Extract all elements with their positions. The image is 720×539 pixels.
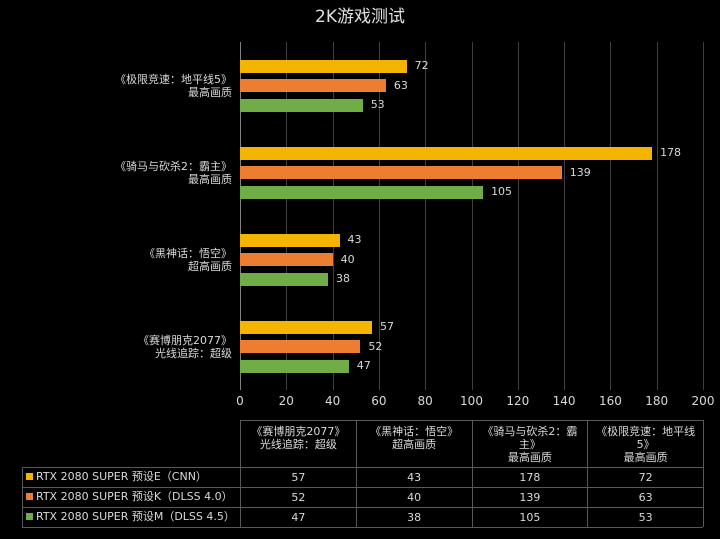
value-label: 52 [368,339,383,353]
table-header: 《骑马与砍杀2：霸主》 最高画质 [471,420,588,467]
value-label: 53 [370,98,385,111]
bar [240,185,484,199]
x-tick-label: 20 [278,394,294,408]
grid-line [517,42,519,390]
bar [240,359,349,373]
table-header: 《黑神话：悟空》 超高画质 [355,420,472,467]
bar [240,340,361,353]
table-cell: 63 [587,487,703,507]
value-label: 63 [393,78,408,92]
grid-line [564,42,566,390]
table-cell: 57 [240,467,356,487]
value-label: 40 [340,252,355,266]
table-cell: 105 [471,507,588,527]
table-cell: 40 [355,487,472,507]
y-tick-label: 《黑神话：悟空》 超高画质 [144,246,232,273]
bar [240,98,363,112]
grid-line [656,42,658,390]
x-tick-label: 80 [417,394,433,408]
bar [240,146,653,160]
chart-title: 2K游戏测试 [315,7,405,27]
legend-swatch [26,473,33,480]
table-legend-cell [22,467,240,487]
grid-line [286,42,288,390]
x-tick-label: 100 [460,394,483,408]
bar [240,59,407,73]
y-axis-line [240,42,241,390]
x-tick-label: 140 [552,394,576,408]
grid-line [378,42,380,390]
y-tick-label: 《极限竞速：地平线5》 最高画质 [115,72,232,99]
bar [240,233,340,247]
value-label: 178 [660,146,682,159]
x-tick-label: 60 [371,394,387,408]
legend-label: RTX 2080 SUPER 预设M（DLSS 4.5） [36,510,235,523]
x-tick-label: 40 [324,394,341,408]
table-cell: 52 [240,487,356,507]
bar [240,253,333,266]
bar [240,79,386,92]
table-header: 《赛博朋克2077》 光线追踪：超级 [240,420,356,467]
table-cell: 38 [355,507,472,527]
bar [240,166,562,179]
y-tick-label: 《赛博朋克2077》 光线追踪：超级 [138,333,232,360]
table-legend-cell [22,487,240,507]
table-border [22,527,703,528]
value-label: 43 [347,233,362,246]
value-label: 38 [335,272,350,285]
legend-swatch [26,513,33,520]
legend-label: RTX 2080 SUPER 预设K（DLSS 4.0） [36,490,233,503]
x-tick-label: 200 [691,394,715,408]
value-label: 139 [569,165,591,179]
table-cell: 53 [587,507,703,527]
grid-line [610,42,612,390]
x-tick-label: 0 [236,394,244,408]
value-label: 72 [414,59,429,72]
table-header: 《极限竞速：地平线5》 最高画质 [587,420,703,467]
table-cell: 72 [587,467,703,487]
legend-swatch [26,493,33,500]
bar [240,320,372,334]
value-label: 105 [491,185,513,198]
x-tick-label: 120 [506,394,530,408]
grid-line [425,42,427,390]
table-border [703,420,704,527]
table-cell: 43 [355,467,472,487]
table-cell: 139 [471,487,588,507]
bar [240,272,328,286]
y-tick-label: 《骑马与砍杀2：霸主》 最高画质 [115,159,232,186]
grid-line [703,42,704,390]
x-tick-label: 160 [598,394,622,408]
table-legend-cell [22,507,240,527]
value-label: 47 [356,359,371,372]
grid-line [332,42,334,390]
table-cell: 178 [471,467,588,487]
x-tick-label: 180 [645,394,669,408]
value-label: 57 [379,320,394,333]
table-cell: 47 [240,507,356,527]
legend-label: RTX 2080 SUPER 预设E（CNN） [36,470,207,483]
grid-line [471,42,473,390]
